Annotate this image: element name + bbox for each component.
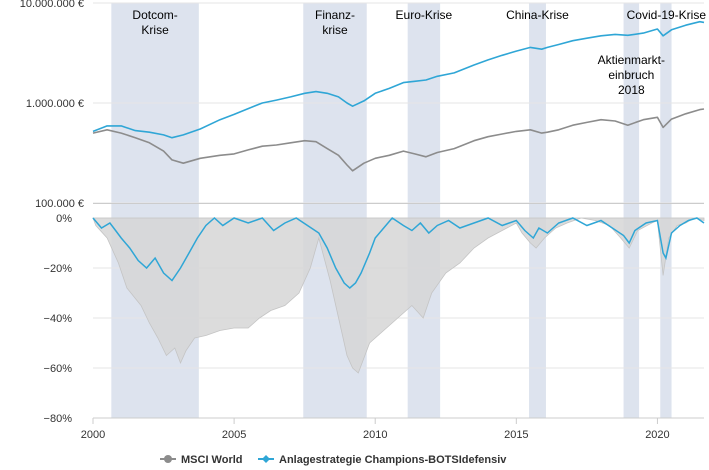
legend-item-1[interactable]: MSCI World xyxy=(160,454,243,466)
crisis-band-6 xyxy=(660,3,672,418)
bottom-y-tick-label-1: 0% xyxy=(56,213,72,225)
crisis-label-2: Finanz-krise xyxy=(315,8,355,37)
crisis-label-6: Covid-19-Krise xyxy=(627,8,707,22)
crisis-label-5: Aktienmarkt-einbruch 2018 xyxy=(598,53,665,97)
crisis-bands xyxy=(111,3,672,418)
crisis-label-line: krise xyxy=(322,23,348,37)
top-y-tick-label-3: 100.000 € xyxy=(35,198,84,210)
crisis-label-3: Euro-Krise xyxy=(396,8,453,22)
legend-circle-marker xyxy=(164,455,172,463)
crisis-label-line: Krise xyxy=(141,23,169,37)
msci-drawdown-area xyxy=(92,217,705,374)
legend-label: Anlagestrategie Champions-BOTSIdefensiv xyxy=(279,454,507,466)
bottom-y-tick-label-2: −20% xyxy=(44,263,73,275)
crisis-label-line: 2018 xyxy=(618,83,645,97)
crisis-band-1 xyxy=(111,3,199,418)
crisis-band-4 xyxy=(529,3,546,418)
crisis-band-3 xyxy=(407,3,441,418)
price-lines xyxy=(92,20,705,172)
crisis-label-1: Dotcom-Krise xyxy=(132,8,177,37)
crisis-label-line: Aktienmarkt- xyxy=(598,53,665,67)
bottom-y-tick-label-5: −80% xyxy=(44,413,73,425)
x-tick-label-5: 2020 xyxy=(645,429,669,441)
top-y-tick-label-2: 1.000.000 € xyxy=(26,98,84,110)
strategy-line xyxy=(92,20,705,139)
legend[interactable]: MSCI World Anlagestrategie Champions-BOTS… xyxy=(160,454,507,466)
crisis-label-line: Dotcom- xyxy=(132,8,177,22)
bottom-y-tick-label-4: −60% xyxy=(44,363,73,375)
x-tick-label-4: 2015 xyxy=(504,429,528,441)
x-tick-label-2: 2005 xyxy=(222,429,246,441)
crisis-label-line: Euro-Krise xyxy=(396,8,453,22)
crisis-label-line: China-Krise xyxy=(506,8,569,22)
legend-item-2[interactable]: Anlagestrategie Champions-BOTSIdefensiv xyxy=(258,454,507,466)
crisis-label-4: China-Krise xyxy=(506,8,569,22)
strategy-drawdown-line xyxy=(92,216,705,290)
msci-world-line xyxy=(92,108,705,172)
bottom-y-tick-label-3: −40% xyxy=(44,313,73,325)
crisis-labels: Dotcom-Krise Finanz-krise Euro-Krise China-… xyxy=(132,8,706,97)
axes: 10.000.000 € 1.000.000 € 100.000 € 0% −20% −4… xyxy=(20,0,704,441)
top-y-tick-label-1: 10.000.000 € xyxy=(20,0,84,10)
x-tick-label-3: 2010 xyxy=(363,429,387,441)
crisis-label-line: einbruch xyxy=(608,68,654,82)
legend-diamond-marker xyxy=(262,455,270,463)
drawdown-areas xyxy=(92,216,705,374)
legend-label: MSCI World xyxy=(181,454,243,466)
crisis-label-line: Finanz- xyxy=(315,8,355,22)
crisis-band-5 xyxy=(623,3,640,418)
x-tick-label-1: 2000 xyxy=(81,429,105,441)
crisis-label-line: Covid-19-Krise xyxy=(627,8,707,22)
